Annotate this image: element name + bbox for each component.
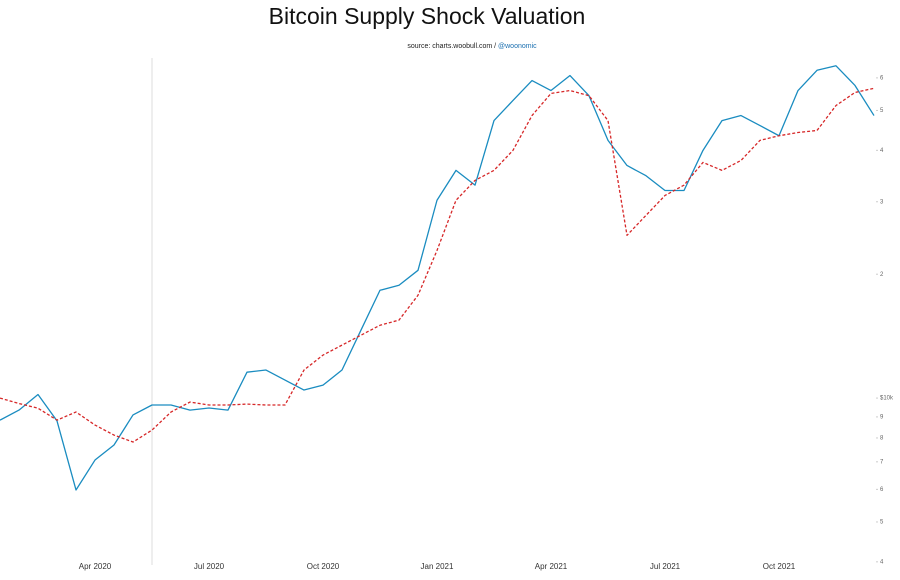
y-tick-label: 6 <box>880 75 884 81</box>
series-line <box>0 87 875 443</box>
y-tick-label: 9 <box>880 414 884 420</box>
chart-title: Bitcoin Supply Shock Valuation <box>269 3 586 29</box>
y-tick-label: 5 <box>880 520 884 526</box>
series-line <box>0 65 875 491</box>
subtitle-link[interactable]: @woonomic <box>498 43 537 50</box>
y-tick-label: 4 <box>880 559 884 565</box>
y-tick-label: 4 <box>880 148 884 154</box>
y-tick-label: 7 <box>880 459 884 465</box>
y-tick-label: 8 <box>880 436 884 442</box>
y-tick-label: 2 <box>880 272 884 278</box>
x-tick-label: Oct 2020 <box>307 562 340 571</box>
y-tick-label: $10k <box>880 396 894 402</box>
x-tick-label: Oct 2021 <box>763 562 796 571</box>
subtitle-source: source: charts.woobull.com / <box>407 43 496 50</box>
y-tick-label: 6 <box>880 487 884 493</box>
y-tick-label: 5 <box>880 108 884 114</box>
x-tick-label: Apr 2020 <box>79 562 112 571</box>
y-tick-label: 3 <box>880 199 884 205</box>
x-tick-label: Jul 2021 <box>650 562 681 571</box>
x-tick-label: Jan 2021 <box>421 562 454 571</box>
chart-subtitle: source: charts.woobull.com / @woonomic <box>407 43 537 50</box>
x-tick-label: Apr 2021 <box>535 562 568 571</box>
x-tick-label: Jul 2020 <box>194 562 225 571</box>
